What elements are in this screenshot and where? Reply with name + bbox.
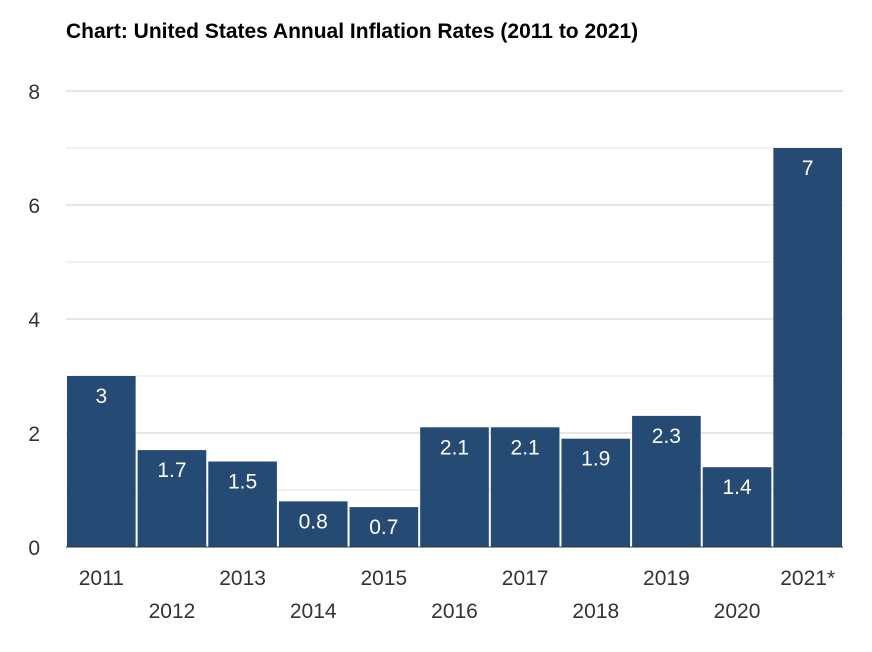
data-label-2019: 2.3 (652, 425, 681, 448)
data-label-2014: 0.8 (299, 510, 328, 533)
x-tick-2020: 2020 (714, 600, 761, 623)
x-tick-2016: 2016 (431, 600, 478, 623)
chart-title: Chart: United States Annual Inflation Ra… (66, 20, 639, 43)
bar-2011 (67, 376, 136, 547)
y-tick-2: 2 (28, 423, 40, 446)
bar-2020 (702, 467, 772, 547)
bar-2019 (632, 415, 701, 547)
bar-2017 (490, 427, 560, 547)
x-tick-2012: 2012 (149, 600, 196, 623)
data-label-2016: 2.1 (440, 436, 469, 459)
y-axis-ticks: 0 2 4 6 8 (28, 81, 40, 560)
bar-2014 (278, 501, 348, 547)
data-label-2012: 1.7 (157, 459, 186, 482)
x-axis-ticks: 2011 2012 2013 2014 2015 2016 2017 2018 2019 2020… (66, 546, 843, 623)
data-label-2017: 2.1 (511, 436, 540, 459)
data-label-2018: 1.9 (581, 448, 610, 471)
data-label-2015: 0.7 (369, 516, 398, 539)
bar-2016 (420, 427, 489, 547)
y-tick-8: 8 (28, 81, 40, 104)
bar-2013 (208, 461, 277, 547)
x-tick-2013: 2013 (219, 567, 266, 590)
x-tick-2017: 2017 (502, 567, 549, 590)
y-tick-0: 0 (28, 537, 40, 560)
x-tick-2021*: 2021* (780, 567, 835, 590)
x-tick-2018: 2018 (572, 600, 619, 623)
bar-2018 (561, 438, 631, 547)
y-tick-4: 4 (28, 309, 40, 332)
x-tick-2015: 2015 (361, 567, 408, 590)
data-label-2011: 3 (95, 385, 107, 408)
bar-2012 (137, 450, 207, 547)
bar-2015 (349, 507, 419, 547)
x-tick-2014: 2014 (290, 600, 337, 623)
bars (67, 148, 842, 547)
data-label-2021*: 7 (802, 157, 814, 180)
bar-2021* (773, 148, 842, 547)
x-tick-2011: 2011 (79, 567, 124, 590)
data-labels: 3 1.7 1.5 0.8 0.7 2.1 2.1 1.9 2.3 1.4 7 (95, 157, 813, 539)
data-label-2020: 1.4 (722, 476, 752, 499)
x-tick-2019: 2019 (643, 567, 690, 590)
y-tick-6: 6 (28, 195, 40, 218)
data-label-2013: 1.5 (228, 471, 257, 494)
